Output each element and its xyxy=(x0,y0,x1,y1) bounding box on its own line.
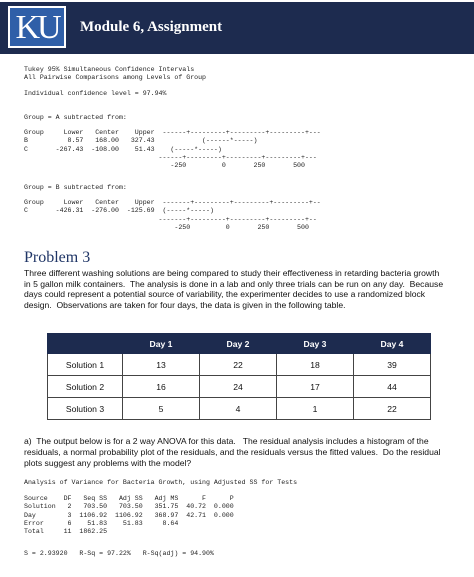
output-line: -250 0 250 500 xyxy=(24,223,309,231)
data-table: Day 1 Day 2 Day 3 Day 4 Solution 1 13 22 18 39 S… xyxy=(47,333,431,420)
cell: 16 xyxy=(122,375,200,398)
anova-line: Solution 2 703.50 703.50 351.75 40.72 0.… xyxy=(24,503,234,511)
problem-heading: Problem 3 xyxy=(24,249,91,266)
paragraph-line: in 5 gallon milk containers. The analysi… xyxy=(24,278,444,289)
row-label: Solution 3 xyxy=(47,397,123,420)
column-header: Day 3 xyxy=(276,333,354,354)
anova-line: Source DF Seq SS Adj SS Adj MS F P xyxy=(24,495,234,502)
cell: 5 xyxy=(122,397,200,420)
group-heading: Group = B subtracted from: xyxy=(24,184,127,191)
question-line: residuals, a normal probability plot of … xyxy=(24,447,441,457)
corner xyxy=(47,333,123,354)
paragraph-line: design. Observations are taken for four … xyxy=(24,299,346,310)
output-line: C -267.43 -108.00 51.43 (-----*-----) xyxy=(24,145,222,153)
table-row: Solution 3 5 4 1 22 xyxy=(47,397,431,420)
cell: 22 xyxy=(353,397,431,420)
output-line: B 8.57 168.00 327.43 (------*-----) xyxy=(24,137,258,145)
anova-line: Day 3 1106.92 1106.92 368.97 42.71 0.000 xyxy=(24,511,234,519)
header-bar: KU Module 6, Assignment xyxy=(0,2,474,54)
cell: 4 xyxy=(199,397,277,420)
output-line: All Pairwise Comparisons among Levels of… xyxy=(24,74,207,81)
anova-line: Total 11 1862.25 xyxy=(24,528,108,536)
anova-title: Analysis of Variance for Bacteria Growth… xyxy=(24,479,298,486)
cell: 17 xyxy=(276,375,354,398)
question-line: a) The output below is for a 2 way ANOVA… xyxy=(24,436,429,446)
cell: 22 xyxy=(199,353,277,376)
group-heading: Group = A subtracted from: xyxy=(24,114,127,121)
output-line: Tukey 95% Simultaneous Confidence Interv… xyxy=(24,66,195,73)
cell: 1 xyxy=(276,397,354,420)
table-header: Day 1 Day 2 Day 3 Day 4 xyxy=(47,333,431,354)
output-line: ------+---------+---------+---------+--- xyxy=(24,153,317,161)
anova-summary: S = 2.93920 R-Sq = 97.22% R-Sq(adj) = 94… xyxy=(24,550,214,557)
cell: 13 xyxy=(122,353,200,376)
column-header: Day 1 xyxy=(122,333,200,354)
output-line: -------+---------+---------+---------+-- xyxy=(24,215,317,223)
output-line: Individual confidence level = 97.94% xyxy=(24,90,167,97)
anova-line: Error 6 51.83 51.83 8.64 xyxy=(24,519,179,527)
column-header: Day 4 xyxy=(353,333,431,354)
cell: 44 xyxy=(353,375,431,398)
paragraph-line: Three different washing solutions are be… xyxy=(24,268,440,278)
output-line: Group Lower Center Upper -------+-------… xyxy=(24,199,321,206)
cell: 24 xyxy=(199,375,277,398)
logo: KU xyxy=(8,6,66,48)
page-title: Module 6, Assignment xyxy=(80,19,223,35)
output-line: C -426.31 -276.00 -125.69 (-----*-----) xyxy=(24,207,214,215)
row-label: Solution 1 xyxy=(47,353,123,376)
table-row: Solution 1 13 22 18 39 xyxy=(47,353,431,376)
output-line: Group Lower Center Upper ------+--------… xyxy=(24,129,321,136)
table-row: Solution 2 16 24 17 44 xyxy=(47,375,431,398)
output-line: -250 0 250 500 xyxy=(24,162,305,170)
paragraph-line: days could represent a potential source … xyxy=(24,289,426,300)
cell: 39 xyxy=(353,353,431,376)
row-label: Solution 2 xyxy=(47,375,123,398)
cell: 18 xyxy=(276,353,354,376)
column-header: Day 2 xyxy=(199,333,277,354)
question-line: plots suggest any problems with the mode… xyxy=(24,458,192,468)
